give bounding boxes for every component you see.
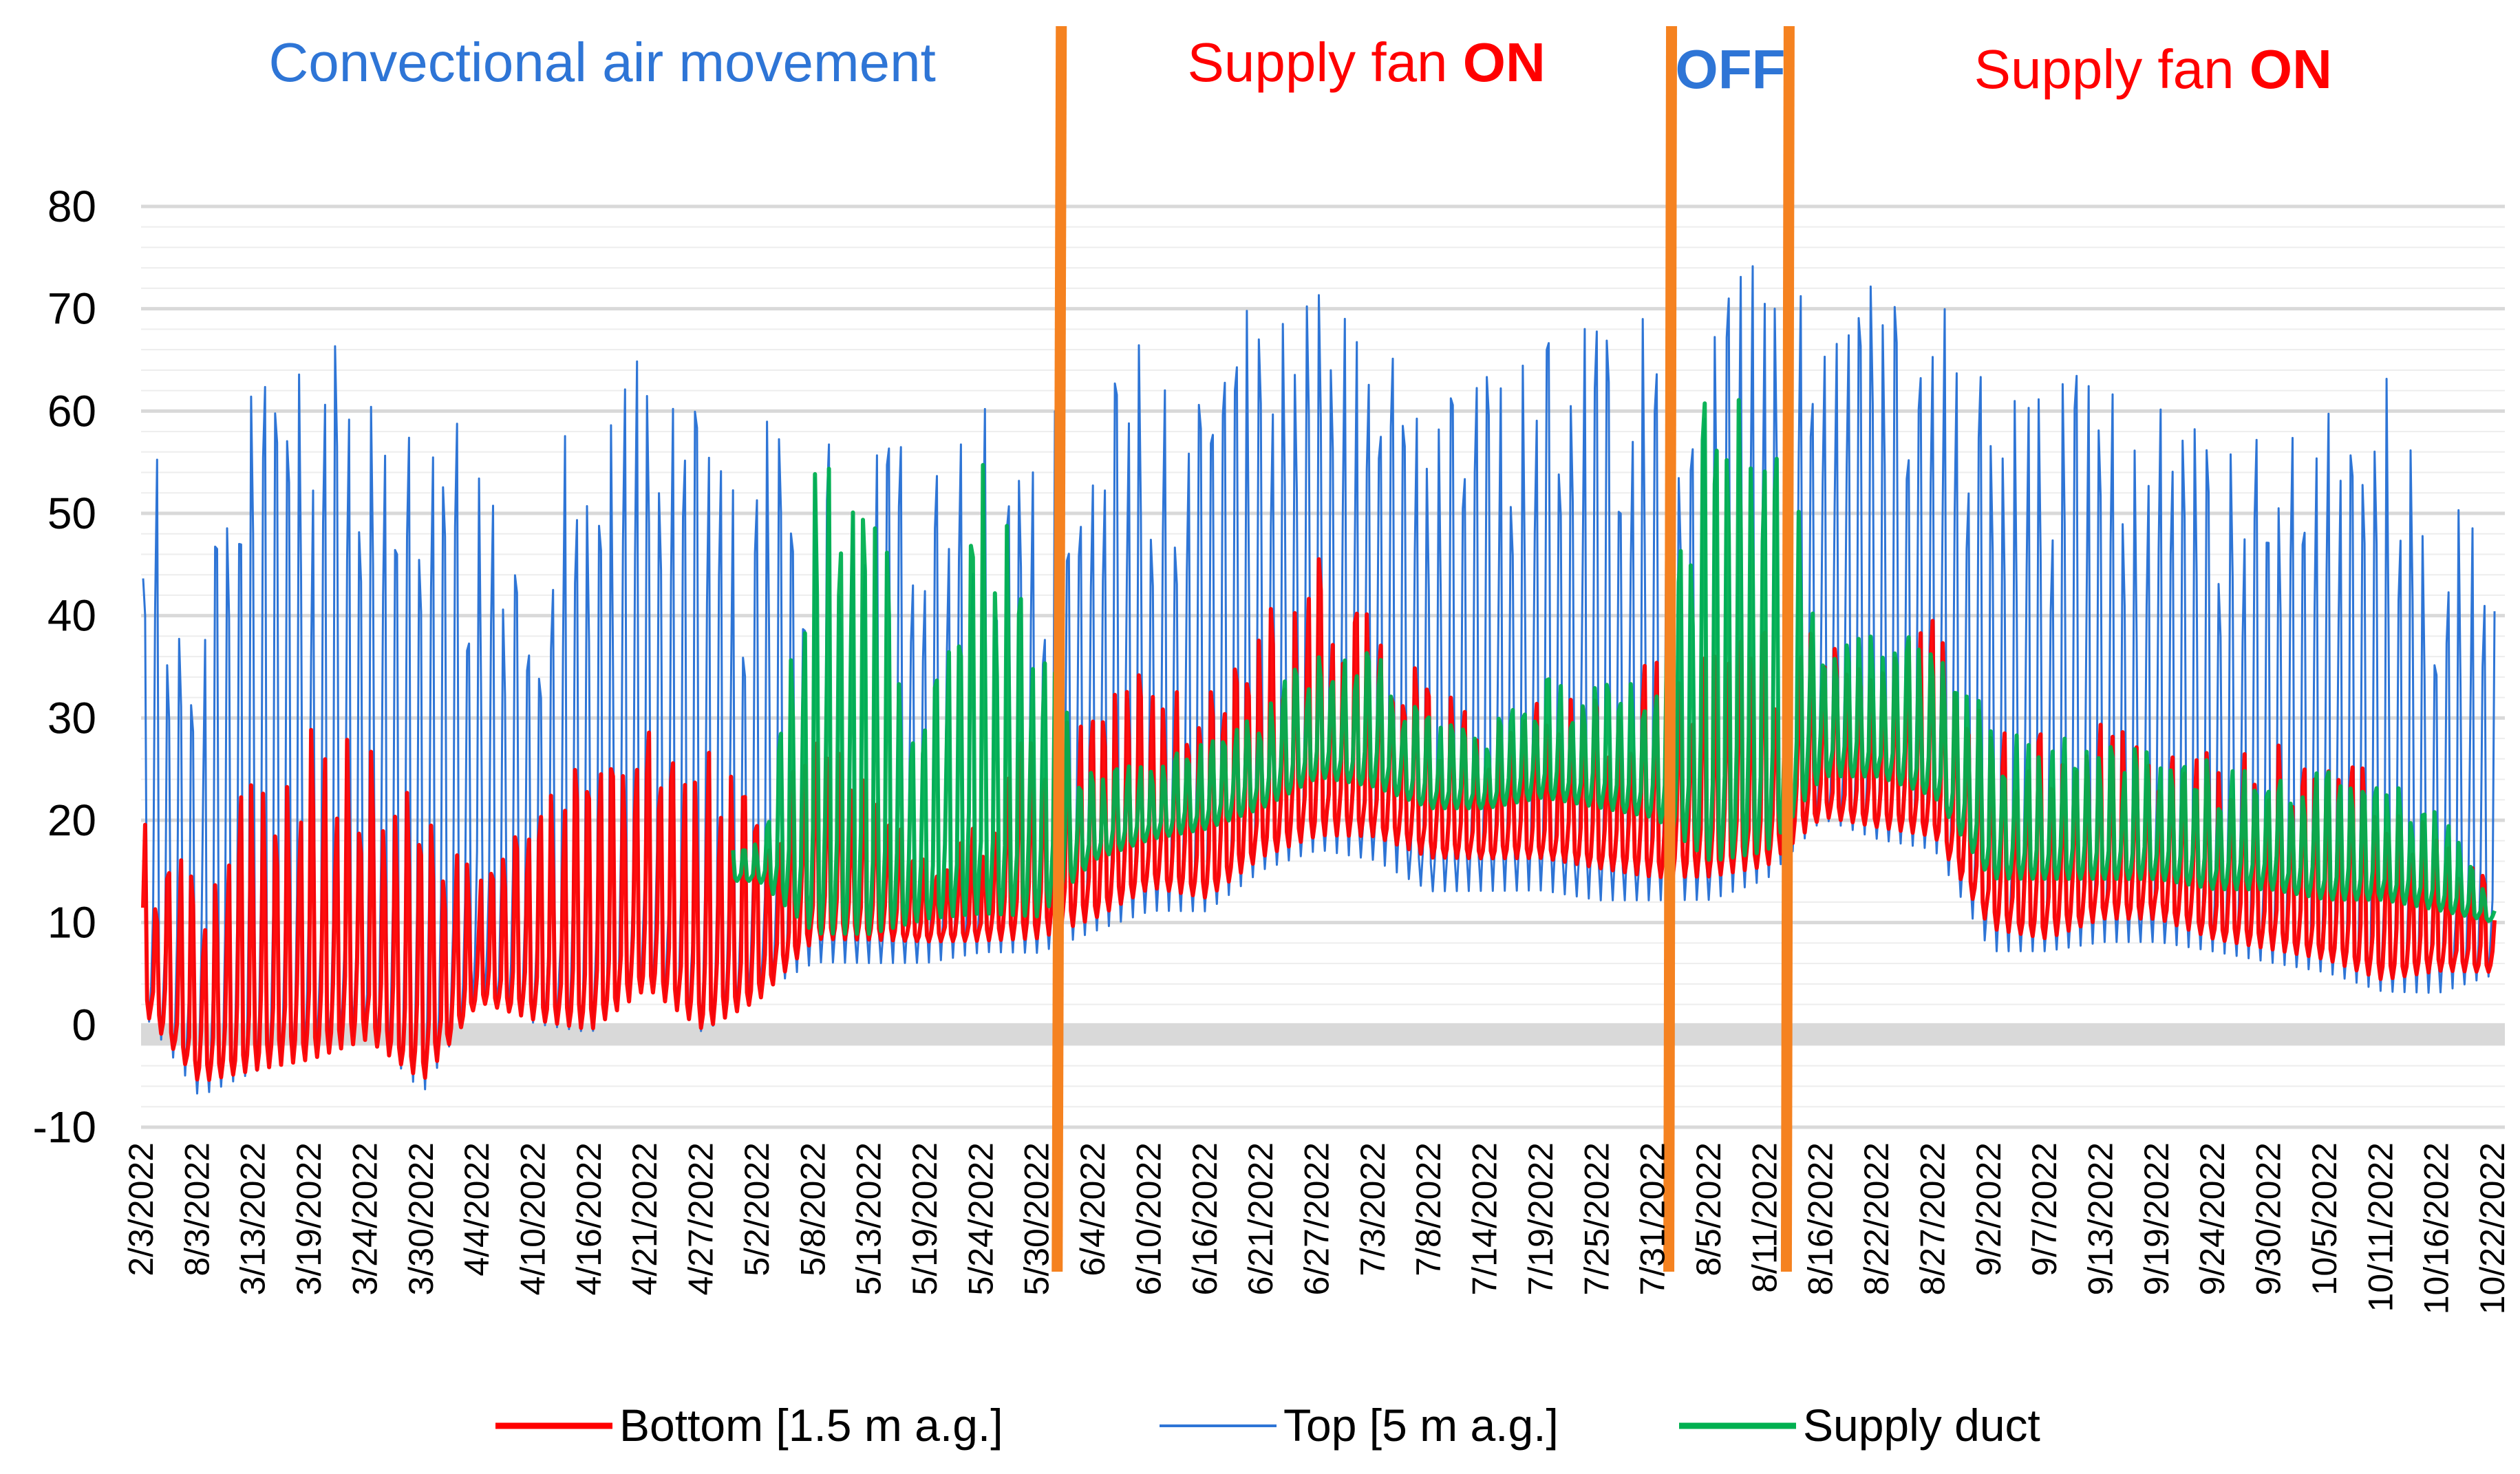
x-tick-label: 5/8/2022 — [793, 1142, 832, 1277]
y-tick-label: 0 — [72, 1000, 96, 1049]
x-tick-label: 8/27/2022 — [1913, 1142, 1952, 1295]
phase-label: Supply fan ON — [1974, 39, 2332, 100]
x-tick-label: 9/19/2022 — [2137, 1142, 2176, 1295]
x-tick-label: 9/2/2022 — [1969, 1142, 2008, 1277]
x-tick-label: 10/11/2022 — [2361, 1142, 2400, 1312]
x-tick-label: 3/30/2022 — [402, 1142, 440, 1295]
x-tick-label: 4/4/2022 — [458, 1142, 496, 1277]
x-tick-label: 5/13/2022 — [850, 1142, 888, 1295]
y-tick-label: 30 — [47, 693, 96, 743]
x-tick-label: 7/3/2022 — [1354, 1142, 1392, 1277]
x-tick-label: 6/16/2022 — [1186, 1142, 1224, 1295]
legend-label: Supply duct — [1803, 1400, 2040, 1451]
legend-label: Bottom [1.5 m a.g.] — [619, 1400, 1003, 1451]
y-tick-label: 50 — [47, 489, 96, 538]
phase-label: OFF — [1675, 39, 1785, 100]
x-tick-label: 3/19/2022 — [290, 1142, 328, 1295]
phase-label-text: Supply fan — [1974, 39, 2250, 100]
legend: Bottom [1.5 m a.g.] Top [5 m a.g.] Supply … — [495, 1400, 2040, 1451]
x-tick-label: 7/25/2022 — [1577, 1142, 1616, 1295]
x-tick-label: 10/22/2022 — [2473, 1142, 2512, 1314]
series-layer — [141, 265, 2497, 1095]
x-tick-label: 4/27/2022 — [682, 1142, 720, 1295]
x-tick-label: 6/21/2022 — [1241, 1142, 1280, 1295]
phase-label-bold: OFF — [1675, 39, 1785, 100]
y-tick-label: 80 — [47, 182, 96, 231]
x-tick-label: 9/13/2022 — [2082, 1142, 2120, 1295]
x-tick-label: 10/5/2022 — [2305, 1142, 2344, 1295]
x-tick-label: 9/24/2022 — [2193, 1142, 2232, 1295]
x-tick-label: 6/10/2022 — [1129, 1142, 1168, 1295]
phase-label-text: Convectional air movement — [268, 32, 935, 93]
phase-label-text: Supply fan — [1188, 32, 1463, 93]
x-tick-label: 7/14/2022 — [1466, 1142, 1504, 1295]
phase-divider — [1051, 25, 1067, 1272]
x-tick-label: 7/8/2022 — [1409, 1142, 1448, 1277]
series-line — [731, 398, 2497, 936]
x-tick-label: 6/27/2022 — [1298, 1142, 1336, 1295]
x-tick-label: 4/10/2022 — [514, 1142, 553, 1295]
y-tick-label: 60 — [47, 386, 96, 436]
x-tick-label: 7/19/2022 — [1521, 1142, 1560, 1295]
y-tick-label: 10 — [47, 898, 96, 948]
y-tick-label: 20 — [47, 795, 96, 845]
phase-divider — [1663, 25, 1678, 1272]
x-tick-label: 4/16/2022 — [570, 1142, 608, 1295]
x-tick-label: 2/3/2022 — [122, 1142, 160, 1277]
x-tick-label: 5/19/2022 — [906, 1142, 944, 1295]
y-tick-label: 70 — [47, 284, 96, 334]
phase-label-bold: ON — [1463, 32, 1546, 93]
phase-label: Supply fan ON — [1188, 32, 1546, 93]
x-tick-label: 3/13/2022 — [234, 1142, 273, 1295]
x-tick-label: 4/21/2022 — [626, 1142, 664, 1295]
phase-dividers — [1051, 25, 1795, 1272]
x-tick-label: 8/22/2022 — [1857, 1142, 1896, 1295]
y-tick-label: -10 — [33, 1102, 97, 1152]
x-tick-label: 8/11/2022 — [1745, 1142, 1784, 1293]
y-tick-label: 40 — [47, 591, 96, 641]
x-tick-label: 5/24/2022 — [961, 1142, 1000, 1295]
legend-label: Top [5 m a.g.] — [1283, 1400, 1559, 1451]
zero-baseline — [141, 1023, 2505, 1046]
x-tick-label: 9/7/2022 — [2025, 1142, 2064, 1277]
x-tick-label: 8/16/2022 — [1802, 1142, 1840, 1295]
series-line — [141, 557, 2497, 1082]
y-axis: -10 0 10 20 30 40 50 60 70 80 — [33, 182, 97, 1152]
x-axis: 2/3/2022 8/3/2022 3/13/2022 3/19/2022 3/24/2… — [122, 1142, 2512, 1314]
phase-label: Convectional air movement — [268, 32, 935, 93]
x-tick-label: 5/2/2022 — [738, 1142, 776, 1277]
x-tick-label: 3/24/2022 — [345, 1142, 384, 1295]
x-tick-label: 8/5/2022 — [1689, 1142, 1728, 1277]
x-tick-label: 7/31/2022 — [1634, 1142, 1672, 1295]
phase-label-bold: ON — [2250, 39, 2332, 100]
x-tick-label: 5/30/2022 — [1018, 1142, 1056, 1295]
phase-divider — [1780, 25, 1795, 1272]
zero-band — [141, 1023, 2505, 1046]
x-tick-label: 6/4/2022 — [1074, 1142, 1112, 1277]
x-tick-label: 10/16/2022 — [2417, 1142, 2456, 1314]
x-tick-label: 8/3/2022 — [178, 1142, 216, 1277]
phase-labels: Convectional air movement Supply fan ON OF… — [268, 32, 2331, 100]
x-tick-label: 9/30/2022 — [2250, 1142, 2288, 1295]
